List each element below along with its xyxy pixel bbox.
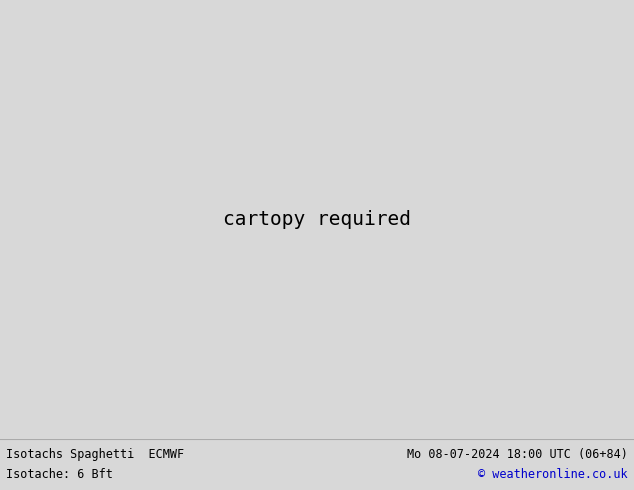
Text: Isotachs Spaghetti  ECMWF: Isotachs Spaghetti ECMWF	[6, 448, 184, 461]
Text: Isotache: 6 Bft: Isotache: 6 Bft	[6, 468, 113, 481]
Text: cartopy required: cartopy required	[223, 210, 411, 229]
Text: © weatheronline.co.uk: © weatheronline.co.uk	[478, 468, 628, 481]
Text: Mo 08-07-2024 18:00 UTC (06+84): Mo 08-07-2024 18:00 UTC (06+84)	[407, 448, 628, 461]
